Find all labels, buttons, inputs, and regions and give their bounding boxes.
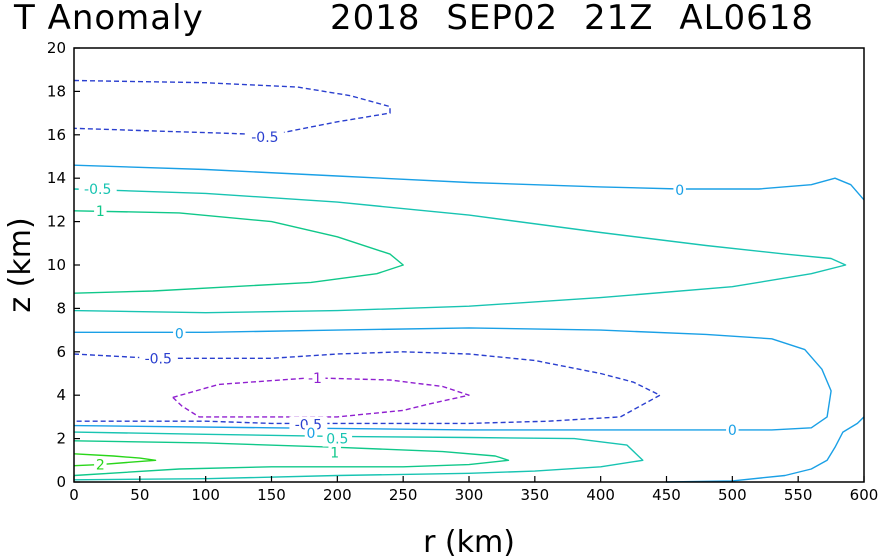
contour-label-9: 0.5 <box>326 432 348 448</box>
y-tick-label-12: 12 <box>47 213 66 231</box>
contour-label-8: 0 <box>307 426 316 442</box>
y-tick-label-14: 14 <box>47 169 66 187</box>
contour-label-bg-0 <box>245 128 284 145</box>
x-tick-label-250: 250 <box>389 486 418 504</box>
contour-label-10: 0 <box>728 423 737 439</box>
plot-frame <box>73 47 865 483</box>
y-tick-label-20: 20 <box>47 39 66 57</box>
chart-title-right: 2018 SEP02 21Z AL0618 <box>330 0 815 38</box>
contour-label-0: -0.5 <box>251 130 278 146</box>
x-tick-label-600: 600 <box>850 486 879 504</box>
x-tick-label-500: 500 <box>718 486 747 504</box>
contour-line-10 <box>73 453 157 467</box>
contour-line-9 <box>73 440 510 477</box>
contour-label-bg-12 <box>94 456 107 473</box>
contour-label-bg-2 <box>78 181 117 198</box>
contour-label-bg-9 <box>322 430 353 447</box>
contour-line-2 <box>666 416 865 483</box>
contour-label-bg-6 <box>304 369 326 386</box>
contour-label-11: 1 <box>330 446 339 462</box>
contour-label-4: 0 <box>175 326 184 342</box>
contour-label-bg-1 <box>673 182 686 199</box>
contour-line-7 <box>73 431 644 481</box>
contour-label-3: 1 <box>96 204 105 220</box>
x-tick-label-450: 450 <box>652 486 681 504</box>
x-tick-label-350: 350 <box>521 486 550 504</box>
contour-label-1: 0 <box>675 183 684 199</box>
y-tick-label-6: 6 <box>56 343 66 361</box>
x-tick-label-550: 550 <box>784 486 813 504</box>
x-tick-label-400: 400 <box>586 486 615 504</box>
contour-line-4 <box>73 351 661 425</box>
x-tick-label-150: 150 <box>257 486 286 504</box>
y-axis-title: z (km) <box>3 217 38 312</box>
y-tick-label-18: 18 <box>47 82 66 100</box>
contour-label-12: 2 <box>96 458 105 474</box>
contour-label-bg-7 <box>289 416 328 433</box>
y-tick-label-2: 2 <box>56 430 66 448</box>
contour-label-bg-10 <box>726 421 739 438</box>
chart-title-left: T Anomaly <box>14 0 204 38</box>
contour-layer <box>73 79 865 483</box>
x-axis-title: r (km) <box>423 525 515 559</box>
contour-label-bg-4 <box>173 325 186 342</box>
contour-line-1 <box>73 327 832 431</box>
contour-label-bg-11 <box>328 444 341 461</box>
contour-label-6: -1 <box>308 371 322 387</box>
x-tick-label-50: 50 <box>130 486 149 504</box>
x-tick-label-100: 100 <box>191 486 220 504</box>
contour-label-bg-3 <box>94 202 107 219</box>
contour-line-0 <box>73 164 865 201</box>
x-tick-label-300: 300 <box>455 486 484 504</box>
contour-line-3 <box>73 79 391 136</box>
x-tick-label-0: 0 <box>69 486 79 504</box>
contour-label-bg-5 <box>139 350 178 367</box>
contour-label-5: -0.5 <box>145 351 172 367</box>
tick-layer: 0 50 100 150 200 250 300 350 400 450 500 550 6000246… <box>47 39 878 504</box>
contour-label-2: -0.5 <box>84 182 111 198</box>
y-tick-label-4: 4 <box>56 386 66 404</box>
y-tick-label-16: 16 <box>47 126 66 144</box>
contour-line-8 <box>73 210 404 294</box>
y-tick-label-10: 10 <box>47 256 66 274</box>
contour-line-6 <box>73 188 847 314</box>
contour-label-bg-8 <box>304 425 318 442</box>
x-tick-label-200: 200 <box>323 486 352 504</box>
y-tick-label-8: 8 <box>56 299 66 317</box>
y-tick-label-0: 0 <box>56 473 66 491</box>
